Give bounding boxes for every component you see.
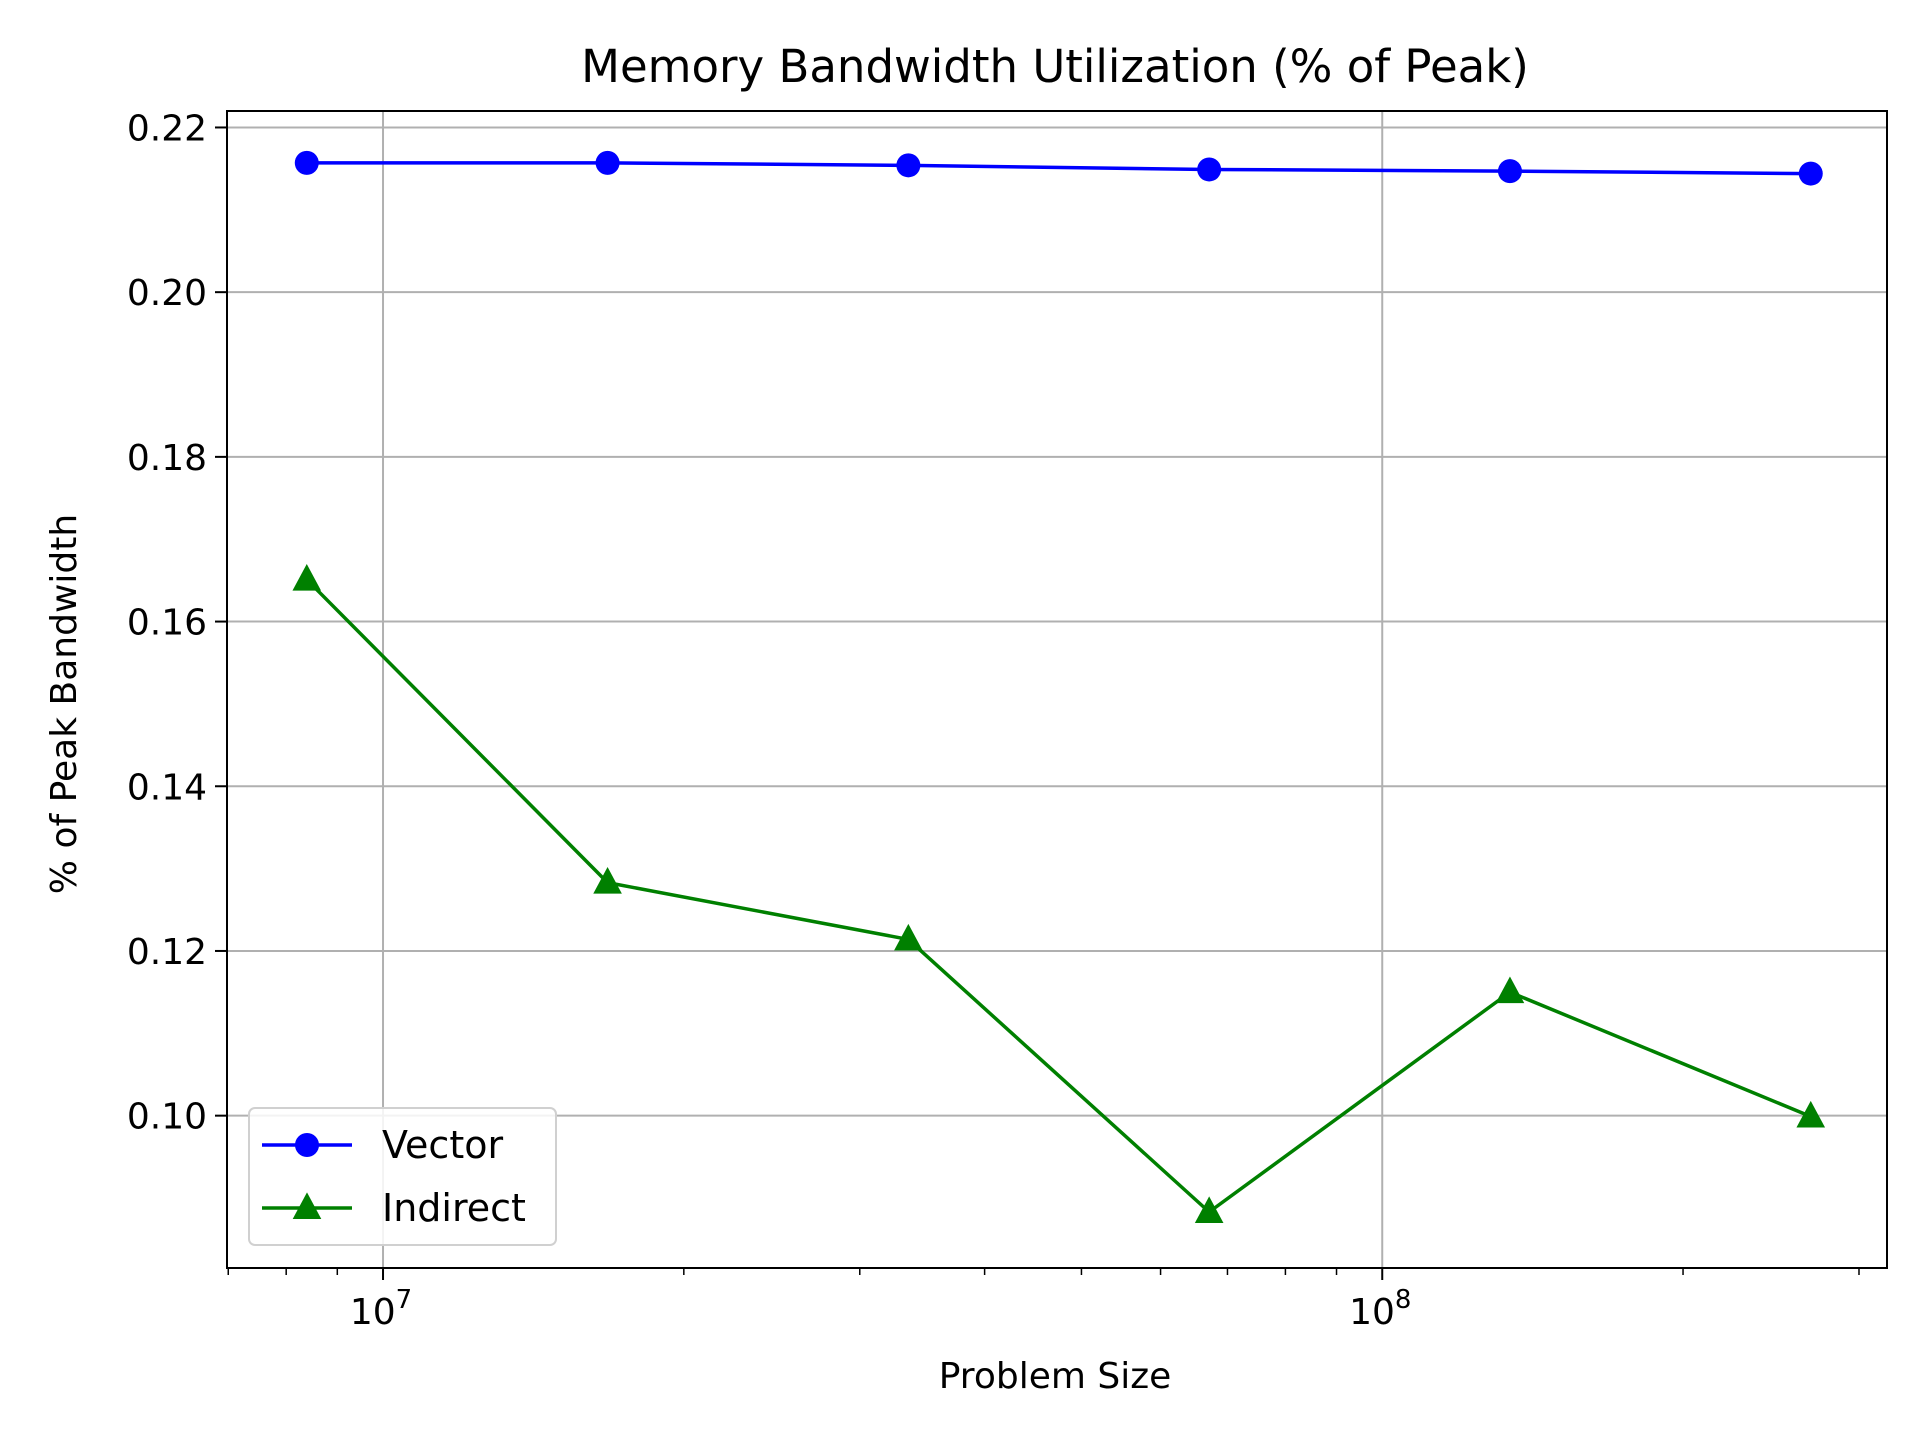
y-tick-label: 0.22 <box>127 108 207 149</box>
legend-marker-vector <box>295 1133 319 1157</box>
data-point-vector <box>1197 157 1222 182</box>
legend-label-indirect: Indirect <box>382 1186 526 1230</box>
legend-item-vector: Vector <box>262 1123 503 1167</box>
data-point-indirect <box>593 867 622 894</box>
y-axis-label: % of Peak Bandwidth <box>44 514 85 894</box>
x-axis-label: Problem Size <box>939 1356 1172 1397</box>
data-point-indirect <box>1495 976 1525 1004</box>
data-point-indirect <box>894 923 923 951</box>
data-point-vector <box>896 153 921 178</box>
y-tick-label: 0.14 <box>127 767 207 808</box>
ticks: 0.10 0.12 0.14 0.16 0.18 0.20 0.22 107 108 <box>127 108 1860 1333</box>
data-point-vector <box>595 150 620 175</box>
legend-box <box>248 1107 557 1246</box>
y-tick-label: 0.20 <box>127 273 207 314</box>
legend-marker-indirect <box>292 1192 322 1220</box>
data-point-indirect <box>1194 1196 1224 1224</box>
x-tick-label: 107 <box>350 1285 412 1333</box>
y-tick-label: 0.18 <box>127 438 207 479</box>
series-line-vector <box>306 161 1811 176</box>
series-indirect <box>292 563 1826 1224</box>
series-layer <box>292 150 1826 1224</box>
data-point-vector <box>1497 159 1522 184</box>
legend-label-vector: Vector <box>382 1123 503 1167</box>
series-vector <box>294 150 1823 186</box>
x-tick-label: 108 <box>1349 1285 1411 1333</box>
data-point-indirect <box>292 563 322 591</box>
y-tick-label: 0.16 <box>127 603 207 644</box>
y-tick-label: 0.12 <box>127 932 207 973</box>
plot-frame <box>226 110 1888 1269</box>
data-point-indirect <box>1796 1100 1826 1128</box>
y-tick-label: 0.10 <box>127 1097 207 1138</box>
data-point-vector <box>294 150 319 175</box>
chart-title: Memory Bandwidth Utilization (% of Peak) <box>581 40 1529 93</box>
legend: Vector Indirect <box>248 1107 557 1246</box>
legend-item-indirect: Indirect <box>262 1186 526 1230</box>
series-line-indirect <box>305 578 1812 1214</box>
data-point-vector <box>1798 161 1823 186</box>
